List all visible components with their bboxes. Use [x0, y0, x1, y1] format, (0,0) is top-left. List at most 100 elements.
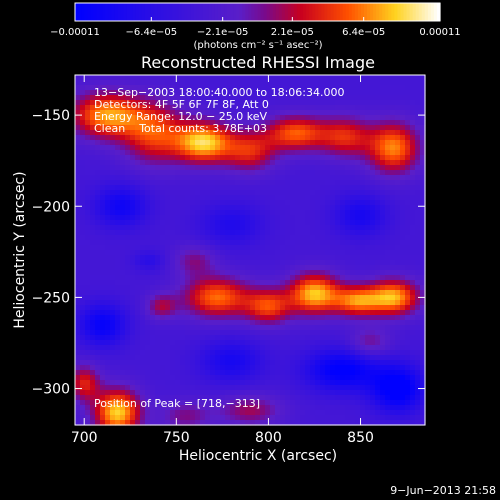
heatmap-cell [225, 270, 231, 276]
heatmap-cell [115, 305, 121, 311]
heatmap-cell [315, 335, 321, 341]
heatmap-cell [275, 320, 281, 326]
heatmap-cell [135, 350, 141, 356]
colorbar-cell [257, 3, 262, 21]
heatmap-cell [100, 320, 106, 326]
heatmap-cell [360, 375, 366, 381]
heatmap-cell [250, 255, 256, 261]
heatmap-cell [110, 415, 116, 421]
heatmap-cell [270, 225, 276, 231]
heatmap-cell [290, 80, 296, 86]
heatmap-cell [385, 325, 391, 331]
colorbar-cell [321, 3, 326, 21]
heatmap-cell [90, 220, 96, 226]
heatmap-cell [180, 240, 186, 246]
colorbar-cell [151, 3, 155, 21]
heatmap-cell [315, 85, 321, 91]
heatmap-cell [145, 110, 151, 116]
heatmap-cell [345, 295, 351, 301]
heatmap-cell [225, 185, 231, 191]
heatmap-cell [270, 115, 276, 121]
heatmap-cell [310, 75, 316, 81]
heatmap-cell [285, 410, 291, 416]
heatmap-cell [295, 230, 301, 236]
heatmap-cell [235, 295, 241, 301]
heatmap-cell [190, 105, 196, 111]
heatmap-cell [110, 120, 116, 126]
heatmap-cell [80, 325, 86, 331]
heatmap-cell [390, 155, 396, 161]
heatmap-cell [145, 415, 151, 421]
heatmap-cell [420, 320, 426, 326]
heatmap-cell [300, 155, 306, 161]
heatmap-cell [120, 205, 126, 211]
heatmap-cell [150, 220, 156, 226]
heatmap-cell [160, 240, 166, 246]
heatmap-cell [220, 160, 226, 166]
heatmap-cell [75, 205, 81, 211]
heatmap-cell [395, 135, 401, 141]
heatmap-cell [400, 355, 406, 361]
heatmap-cell [385, 175, 391, 181]
heatmap-cell [335, 230, 341, 236]
heatmap-cell [330, 285, 336, 291]
heatmap-cell [80, 275, 86, 281]
heatmap-cell [415, 75, 421, 81]
heatmap-cell [80, 155, 86, 161]
heatmap-cell [175, 380, 181, 386]
heatmap-cell [175, 195, 181, 201]
heatmap-cell [95, 195, 101, 201]
heatmap-cell [285, 310, 291, 316]
heatmap-cell [305, 165, 311, 171]
heatmap-cell [320, 170, 326, 176]
heatmap-cell [140, 110, 146, 116]
heatmap-cell [180, 220, 186, 226]
heatmap-cell [215, 375, 221, 381]
heatmap-cell [235, 155, 241, 161]
heatmap-cell [300, 320, 306, 326]
heatmap-cell [315, 355, 321, 361]
heatmap-cell [125, 80, 131, 86]
heatmap-cell [110, 125, 116, 131]
heatmap-cell [330, 240, 336, 246]
heatmap-cell [355, 410, 361, 416]
heatmap-cell [250, 285, 256, 291]
heatmap-cell [205, 105, 211, 111]
heatmap-cell [310, 150, 316, 156]
heatmap-cell [255, 185, 261, 191]
heatmap-cell [225, 150, 231, 156]
heatmap-cell [130, 85, 136, 91]
colorbar-cell [111, 3, 116, 21]
heatmap-cell [115, 185, 121, 191]
heatmap-cell [235, 315, 241, 321]
heatmap-cell [185, 170, 191, 176]
heatmap-cell [365, 110, 371, 116]
heatmap-cell [290, 140, 296, 146]
heatmap-cell [355, 335, 361, 341]
heatmap-cell [170, 275, 176, 281]
heatmap-cell [155, 215, 161, 221]
heatmap-cell [75, 410, 81, 416]
heatmap-cell [300, 180, 306, 186]
heatmap-cell [160, 180, 166, 186]
heatmap-cell [180, 415, 186, 421]
heatmap-cell [260, 200, 266, 206]
heatmap-cell [310, 305, 316, 311]
heatmap-cell [130, 90, 136, 96]
heatmap-cell [245, 380, 251, 386]
heatmap-cell [285, 415, 291, 421]
heatmap-cell [255, 280, 261, 286]
heatmap-cell [390, 310, 396, 316]
heatmap-cell [140, 160, 146, 166]
heatmap-cell [300, 380, 306, 386]
heatmap-cell [110, 370, 116, 376]
heatmap-cell [315, 395, 321, 401]
heatmap-cell [245, 350, 251, 356]
heatmap-cell [325, 265, 331, 271]
heatmap-cell [160, 105, 166, 111]
heatmap-cell [200, 190, 206, 196]
heatmap-cell [155, 300, 161, 306]
heatmap-cell [175, 290, 181, 296]
heatmap-cell [340, 160, 346, 166]
heatmap-cell [280, 315, 286, 321]
